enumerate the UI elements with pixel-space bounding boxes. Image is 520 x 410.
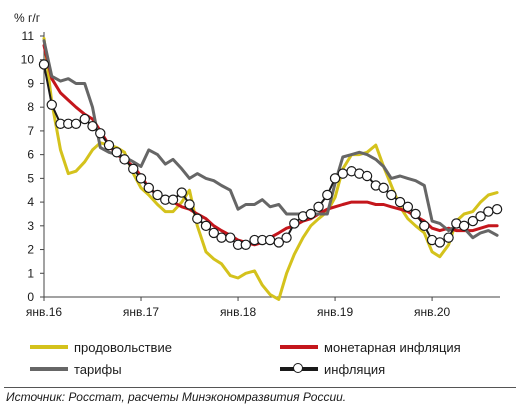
- inflation-point: [241, 240, 250, 249]
- inflation-point: [226, 233, 235, 242]
- source-divider: [4, 387, 516, 388]
- inflation-point: [104, 141, 113, 150]
- inflation-point: [411, 209, 420, 218]
- inflation-point: [306, 209, 315, 218]
- inflation-point: [88, 122, 97, 131]
- legend-label-monetary-inflation: монетарная инфляция: [324, 340, 461, 355]
- legend-marker-inflation: [293, 363, 303, 373]
- x-tick-label: янв.17: [123, 305, 160, 319]
- inflation-point: [39, 60, 48, 69]
- legend-item-monetary-inflation: монетарная инфляция: [280, 338, 461, 356]
- inflation-point: [444, 233, 453, 242]
- inflation-point: [323, 190, 332, 199]
- inflation-point: [80, 114, 89, 123]
- inflation-point: [403, 202, 412, 211]
- inflation-point: [265, 235, 274, 244]
- inflation-point: [217, 233, 226, 242]
- legend-item-food: продовольствие: [30, 338, 172, 356]
- inflation-point: [484, 207, 493, 216]
- inflation-point: [129, 164, 138, 173]
- x-tick-label: янв.19: [317, 305, 354, 319]
- legend-swatch-food: [30, 338, 68, 356]
- legend-swatch-inflation: [280, 360, 318, 378]
- inflation-point: [185, 200, 194, 209]
- y-tick-label: 6: [27, 148, 34, 162]
- inflation-point: [492, 205, 501, 214]
- legend-swatch-tariffs: [30, 360, 68, 378]
- y-tick-label: 2: [27, 243, 34, 257]
- inflation-point: [420, 221, 429, 230]
- inflation-point: [338, 169, 347, 178]
- inflation-point: [168, 195, 177, 204]
- legend-label-food: продовольствие: [74, 340, 172, 355]
- y-tick-label: 0: [27, 290, 34, 304]
- inflation-point: [47, 100, 56, 109]
- chart-legend: продовольствие монетарная инфляция тариф…: [30, 338, 520, 382]
- y-tick-label: 4: [27, 195, 34, 209]
- inflation-point: [193, 214, 202, 223]
- y-tick-label: 10: [21, 53, 35, 67]
- inflation-point: [362, 171, 371, 180]
- legend-swatch-monetary-inflation: [280, 338, 318, 356]
- legend-item-inflation: инфляция: [280, 360, 385, 378]
- inflation-point: [460, 221, 469, 230]
- inflation-point: [387, 190, 396, 199]
- series-line-1: [44, 38, 497, 299]
- y-tick-label: 9: [27, 76, 34, 90]
- y-axis-title: % г/г: [14, 11, 41, 25]
- inflation-point: [290, 219, 299, 228]
- inflation-point: [177, 188, 186, 197]
- inflation-point: [314, 202, 323, 211]
- inflation-point: [96, 129, 105, 138]
- inflation-point: [435, 238, 444, 247]
- inflation-point: [136, 174, 145, 183]
- y-tick-label: 7: [27, 124, 34, 138]
- y-tick-label: 3: [27, 219, 34, 233]
- chart-canvas: % г/г 0 1 2 3 4 5 6 7 8 9 10 11 янв.16 янв.17 янв.18 янв…: [0, 0, 520, 335]
- legend-label-inflation: инфляция: [324, 362, 385, 377]
- inflation-point: [379, 183, 388, 192]
- x-tick-label: янв.18: [220, 305, 257, 319]
- series-line-3: [44, 41, 497, 238]
- y-tick-label: 1: [27, 266, 34, 280]
- y-tick-label: 5: [27, 171, 34, 185]
- inflation-point: [112, 148, 121, 157]
- inflation-point: [120, 155, 129, 164]
- legend-label-tariffs: тарифы: [74, 362, 122, 377]
- x-tick-label: янв.20: [414, 305, 451, 319]
- legend-item-tariffs: тарифы: [30, 360, 122, 378]
- inflation-point: [144, 183, 153, 192]
- x-tick-label: янв.16: [26, 305, 63, 319]
- y-tick-label: 8: [27, 100, 34, 114]
- y-tick-label: 11: [22, 29, 35, 43]
- source-note: Источник: Росстат, расчеты Минэкономразв…: [6, 390, 346, 404]
- inflation-point: [71, 119, 80, 128]
- inflation-point: [201, 221, 210, 230]
- inflation-point: [282, 233, 291, 242]
